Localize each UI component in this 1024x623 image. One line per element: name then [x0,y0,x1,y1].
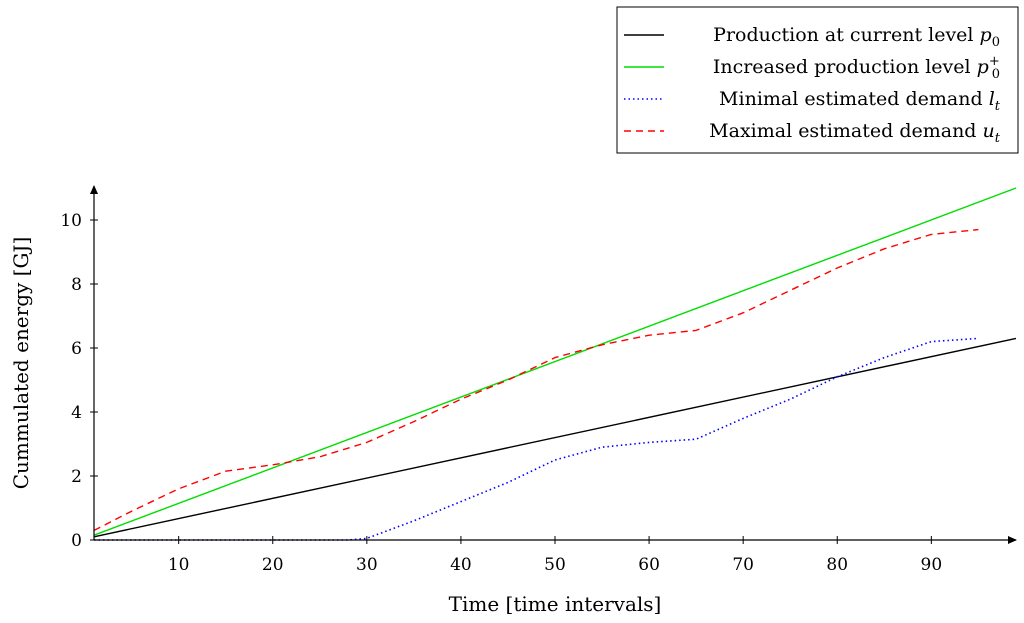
x-tick-label: 60 [638,555,660,575]
x-axis-label: Time [time intervals] [449,592,662,616]
y-tick-label: 6 [71,339,82,359]
y-axis-label: Cummulated energy [GJ] [9,237,33,490]
y-tick-label: 10 [60,211,82,231]
legend-label: Minimal estimated demand lt [719,88,1001,114]
x-tick-label: 30 [356,555,378,575]
axes [90,185,1017,544]
y-tick-label: 8 [71,275,82,295]
x-tick-label: 90 [921,555,943,575]
legend-entry-3: Minimal estimated demand lt [624,88,1001,114]
y-tick-label: 0 [71,531,82,551]
legend: Production at current level p0 Increased … [616,6,1019,154]
series-line-1 [93,337,1017,538]
series-line-4 [93,228,979,532]
legend-entry-4: Maximal estimated demand ut [624,120,1001,146]
y-tick-label: 2 [71,467,82,487]
x-tick-label: 40 [450,555,472,575]
x-tick-label: 50 [544,555,566,575]
series-line-2 [93,187,1017,536]
legend-entry-1: Production at current level p0 [624,24,1000,50]
legend-label: Increased production level p+ 0 [713,54,1000,82]
legend-label: Maximal estimated demand ut [709,120,1001,146]
series-layer [93,187,1017,541]
x-tick-label: 70 [732,555,754,575]
y-ticks: 0 2 4 6 8 10 [60,211,98,551]
x-ticks: 10 20 30 40 50 60 70 80 90 [168,536,942,575]
legend-entry-2: Increased production level p+ 0 [624,54,1000,82]
x-tick-label: 20 [262,555,284,575]
y-tick-label: 4 [71,403,82,423]
x-tick-label: 80 [826,555,848,575]
legend-box [616,6,1019,154]
x-tick-label: 10 [168,555,190,575]
legend-label: Production at current level p0 [713,24,1000,50]
